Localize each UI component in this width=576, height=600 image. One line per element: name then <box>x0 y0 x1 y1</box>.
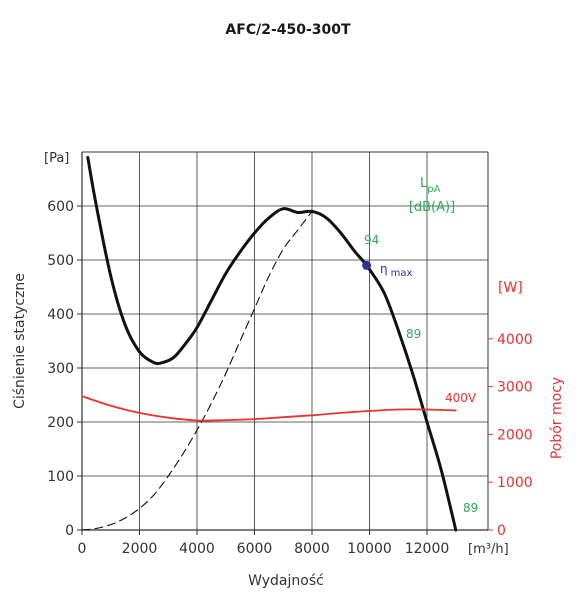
x-tick-label: 12000 <box>405 541 450 557</box>
y2-tick-label: 1000 <box>497 475 533 491</box>
y-tick-label: 200 <box>47 415 74 431</box>
y-axis-unit: [Pa] <box>44 151 69 166</box>
series-layer <box>81 155 458 532</box>
x-tick-label: 0 <box>78 541 87 557</box>
y-tick-label: 100 <box>47 469 74 485</box>
voltage-label: 400V <box>445 391 477 405</box>
x-tick-label: 6000 <box>237 541 273 557</box>
power-curve-400v <box>81 395 457 422</box>
y-tick-label: 0 <box>65 523 74 539</box>
lpa-label: LpA <box>420 176 441 195</box>
y2-axis-label: Pobór mocy <box>549 377 565 459</box>
x-tick-label: 4000 <box>179 541 215 557</box>
eta-max-label: η max <box>380 262 412 279</box>
y-tick-label: 500 <box>47 253 74 269</box>
y-axis-label: Ciśnienie statyczne <box>12 273 28 409</box>
db-label-89-mid: 89 <box>406 327 421 341</box>
y2-tick-label: 3000 <box>497 380 533 396</box>
x-tick-label: 8000 <box>294 541 330 557</box>
x-tick-label: 2000 <box>122 541 158 557</box>
db-label-94: 94 <box>364 233 379 247</box>
y2-axis-unit: [W] <box>498 280 523 296</box>
pressure-curve <box>86 155 458 532</box>
y2-tick-label: 4000 <box>497 332 533 348</box>
eta-max-point <box>362 260 372 270</box>
chart-title: AFC/2-450-300T <box>225 22 351 38</box>
y-tick-label: 400 <box>47 307 74 323</box>
x-tick-label: 10000 <box>347 541 392 557</box>
y-tick-label: 600 <box>47 199 74 215</box>
tick-labels: 0 2000 4000 6000 8000 10000 120000100200300400… <box>47 199 532 557</box>
x-axis-label: Wydajność <box>248 573 324 589</box>
lpa-unit: [dB(A)] <box>409 200 455 215</box>
y2-tick-label: 0 <box>497 523 506 539</box>
efficiency-dashed-curve <box>81 210 313 531</box>
y-tick-label: 300 <box>47 361 74 377</box>
y2-tick-label: 2000 <box>497 427 533 443</box>
x-axis-unit: [m³/h] <box>468 542 509 557</box>
grid <box>77 151 493 535</box>
db-label-89-low: 89 <box>463 501 478 515</box>
